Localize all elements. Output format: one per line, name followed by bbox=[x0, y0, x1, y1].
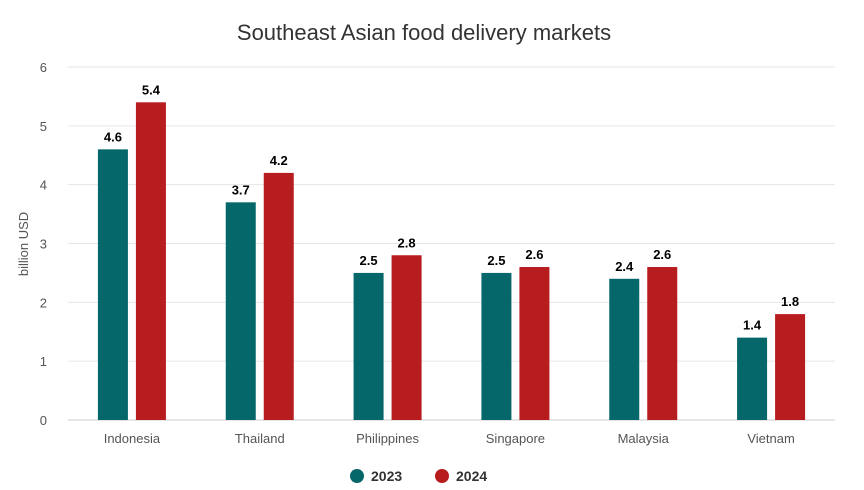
data-label: 5.4 bbox=[142, 82, 161, 97]
labels-layer: 4.6 5.4 Indonesia 3.7 4.2 Thailand 2.5 2.8 Phili… bbox=[104, 82, 799, 446]
x-tick-label: Philippines bbox=[356, 431, 419, 446]
legend-marker bbox=[435, 469, 449, 483]
legend[interactable]: 2023 2024 bbox=[350, 468, 487, 484]
bar-2023-singapore[interactable] bbox=[481, 272, 512, 420]
legend-item-2024[interactable]: 2024 bbox=[435, 468, 487, 484]
bar-2024-malaysia[interactable] bbox=[647, 267, 678, 420]
y-tick-label: 1 bbox=[40, 354, 47, 369]
x-tick-label: Indonesia bbox=[104, 431, 161, 446]
bars-layer bbox=[97, 102, 806, 421]
data-label: 2.5 bbox=[487, 253, 505, 268]
bar-2024-indonesia[interactable] bbox=[135, 102, 166, 421]
bar-2024-thailand[interactable] bbox=[263, 172, 294, 420]
x-tick-label: Malaysia bbox=[618, 431, 670, 446]
x-tick-label: Singapore bbox=[486, 431, 545, 446]
bar-2024-philippines[interactable] bbox=[391, 255, 422, 420]
y-tick-label: 2 bbox=[40, 295, 47, 310]
y-tick-label: 6 bbox=[40, 60, 47, 75]
data-label: 2.6 bbox=[653, 247, 671, 262]
legend-label: 2023 bbox=[371, 468, 402, 484]
chart-title: Southeast Asian food delivery markets bbox=[237, 20, 611, 45]
bar-2023-philippines[interactable] bbox=[353, 272, 384, 420]
data-label: 2.6 bbox=[525, 247, 543, 262]
data-label: 3.7 bbox=[232, 182, 250, 197]
legend-item-2023[interactable]: 2023 bbox=[350, 468, 402, 484]
x-tick-label: Thailand bbox=[235, 431, 285, 446]
legend-label: 2024 bbox=[456, 468, 487, 484]
data-label: 1.4 bbox=[743, 318, 762, 333]
grid-layer: 0 1 2 3 4 5 6 bbox=[40, 60, 835, 428]
y-axis-title: billion USD bbox=[16, 212, 31, 276]
data-label: 2.5 bbox=[360, 253, 378, 268]
data-label: 4.6 bbox=[104, 129, 122, 144]
y-tick-label: 0 bbox=[40, 413, 47, 428]
bar-2023-thailand[interactable] bbox=[225, 202, 256, 420]
y-tick-label: 3 bbox=[40, 237, 47, 252]
data-label: 2.4 bbox=[615, 259, 634, 274]
data-label: 1.8 bbox=[781, 294, 799, 309]
bar-2023-indonesia[interactable] bbox=[97, 149, 128, 420]
x-tick-label: Vietnam bbox=[747, 431, 794, 446]
legend-marker bbox=[350, 469, 364, 483]
bar-2024-vietnam[interactable] bbox=[775, 314, 806, 420]
bar-2023-malaysia[interactable] bbox=[609, 278, 640, 420]
y-tick-label: 5 bbox=[40, 119, 47, 134]
y-tick-label: 4 bbox=[40, 178, 47, 193]
data-label: 4.2 bbox=[270, 153, 288, 168]
data-label: 2.8 bbox=[398, 235, 416, 250]
bar-2023-vietnam[interactable] bbox=[737, 337, 768, 420]
bar-2024-singapore[interactable] bbox=[519, 267, 550, 420]
